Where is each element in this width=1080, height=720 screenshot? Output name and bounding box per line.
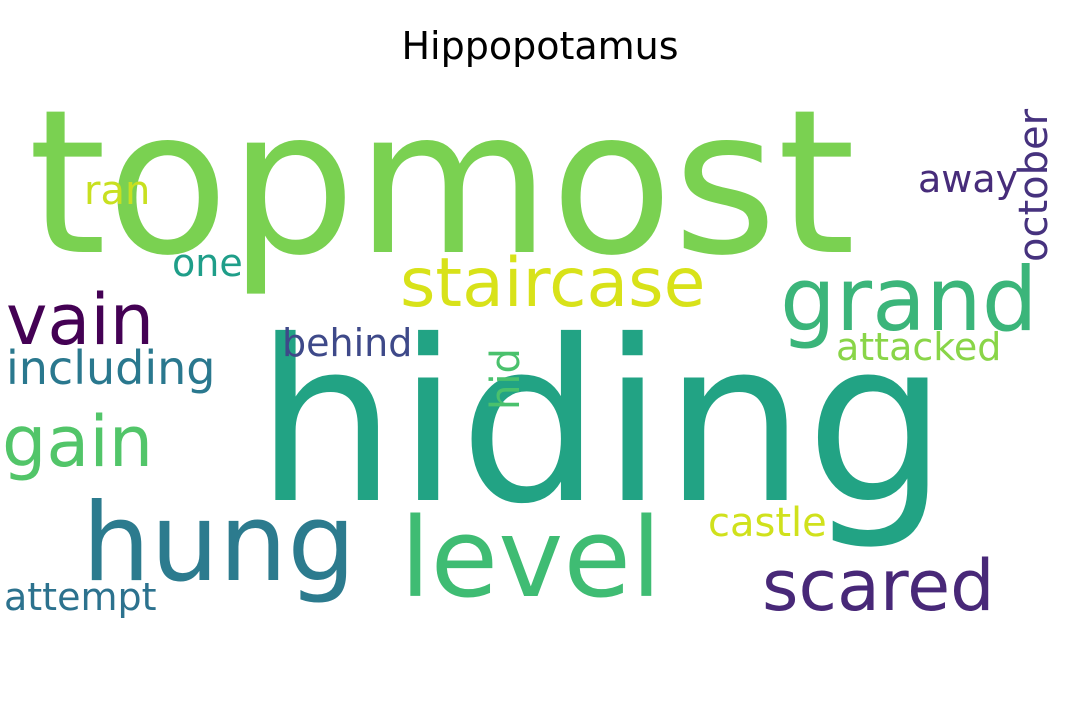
word-castle: castle <box>708 500 827 546</box>
word-topmost: topmost <box>28 67 856 300</box>
word-including: including <box>6 341 216 395</box>
word-hiding: hiding <box>255 292 948 553</box>
word-hid: hid <box>483 348 529 410</box>
word-gain: gain <box>2 401 153 483</box>
word-staircase: staircase <box>400 244 705 323</box>
word-attempt: attempt <box>4 575 157 619</box>
word-vain: vain <box>6 279 154 361</box>
word-ran: ran <box>84 168 150 214</box>
word-level: level <box>400 494 662 622</box>
word-one: one <box>172 241 243 285</box>
word-away: away <box>918 157 1018 201</box>
word-grand: grand <box>780 248 1038 351</box>
word-scared: scared <box>762 545 995 627</box>
word-attacked: attacked <box>836 325 1001 369</box>
word-october: october <box>1011 108 1057 262</box>
word-behind: behind <box>282 321 412 365</box>
word-hung: hung <box>82 481 356 606</box>
page-title: Hippopotamus <box>401 24 679 68</box>
